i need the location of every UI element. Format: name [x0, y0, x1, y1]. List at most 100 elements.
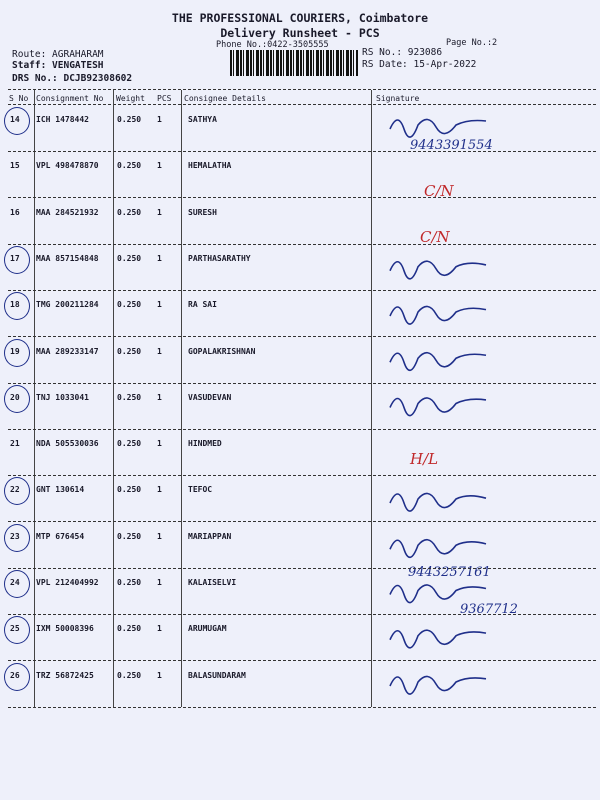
cell-pcs: 1: [157, 485, 162, 495]
cell-consignee: SATHYA: [188, 115, 217, 124]
signature-scribble: [389, 305, 487, 325]
cell-consignment: TRZ 56872425: [36, 670, 94, 680]
page-number: Page No.:2: [446, 38, 498, 48]
cell-weight: 0.250: [117, 161, 142, 171]
cell-consignee: GOPALAKRISHNAN: [188, 346, 256, 356]
cell-sno: 15: [10, 161, 20, 171]
cell-consignment: TMG 200211284: [36, 300, 99, 310]
circle-mark: [4, 107, 30, 135]
signature-scribble: [389, 396, 487, 417]
column-divider: [34, 90, 35, 707]
cell-consignment: IXM 50008396: [36, 624, 94, 634]
row-divider: [8, 660, 596, 662]
cell-pcs: 1: [157, 439, 162, 449]
cell-consignee: HINDMED: [188, 439, 222, 449]
handwritten-note: 9367712: [460, 602, 518, 617]
row-divider: [8, 428, 596, 430]
cell-sno: 21: [10, 439, 20, 449]
circle-mark: [4, 384, 30, 413]
cell-pcs: 1: [157, 624, 162, 634]
cell-pcs: 1: [157, 207, 162, 217]
row-divider: [8, 475, 596, 477]
column-header-signature: Signature: [376, 94, 420, 103]
handwritten-note: C/N: [424, 182, 454, 200]
circle-mark: [4, 477, 30, 506]
cell-consignee: PARTHASARATHY: [188, 253, 251, 263]
signature-scribble: [389, 675, 487, 695]
cell-weight: 0.250: [117, 439, 142, 449]
signature-scribble: [389, 118, 487, 138]
cell-weight: 0.250: [117, 624, 142, 634]
barcode: [230, 50, 358, 76]
column-header-consignment-no: Consignment No: [36, 94, 104, 103]
cell-weight: 0.250: [117, 531, 142, 541]
cell-consignment: ICH 1478442: [36, 115, 89, 124]
cell-weight: 0.250: [117, 578, 142, 587]
cell-sno: 16: [10, 207, 20, 217]
handwritten-note: H/L: [410, 450, 439, 468]
cell-weight: 0.250: [117, 485, 142, 495]
cell-weight: 0.250: [117, 300, 142, 310]
row-divider: [8, 289, 596, 291]
cell-pcs: 1: [157, 531, 162, 541]
row-divider: [8, 614, 596, 615]
row-divider: [8, 706, 596, 708]
cell-consignment: VPL 498478870: [36, 161, 99, 171]
cell-consignee: KALAISELVI: [188, 578, 237, 587]
column-header-consignee-details: Consignee Details: [184, 94, 266, 103]
divider: [8, 104, 596, 105]
cell-pcs: 1: [157, 253, 162, 263]
cell-consignee: SURESH: [188, 207, 217, 217]
column-header-sno: S No: [9, 94, 29, 103]
cell-weight: 0.250: [117, 392, 142, 402]
row-divider: [8, 567, 596, 569]
cell-weight: 0.250: [117, 115, 142, 124]
runsheet-title: Delivery Runsheet - PCS: [220, 26, 380, 40]
rs-number: RS No.: 923086: [362, 47, 443, 58]
cell-consignee: TEFOC: [188, 485, 213, 495]
cell-weight: 0.250: [117, 670, 142, 680]
cell-weight: 0.250: [117, 253, 142, 263]
circle-mark: [4, 662, 30, 691]
column-header-pcs: PCS: [157, 94, 172, 103]
cell-pcs: 1: [157, 392, 162, 402]
cell-pcs: 1: [157, 115, 162, 124]
cell-consignment: NDA 505530036: [36, 439, 99, 449]
row-divider: [8, 382, 596, 384]
circle-mark: [4, 245, 30, 274]
cell-pcs: 1: [157, 578, 162, 587]
drs-number: DRS No.: DCJB92308602: [12, 73, 133, 84]
divider: [8, 89, 596, 90]
circle-mark: [4, 338, 30, 367]
cell-consignment: VPL 212404992: [36, 578, 99, 587]
cell-consignee: RA SAI: [188, 300, 217, 310]
cell-pcs: 1: [157, 346, 162, 356]
company-name: THE PROFESSIONAL COURIERS, Coimbatore: [171, 11, 429, 25]
cell-pcs: 1: [157, 670, 162, 680]
rs-date: RS Date: 15-Apr-2022: [362, 59, 477, 70]
cell-pcs: 1: [157, 300, 162, 310]
column-header-weight: Weight: [116, 94, 145, 103]
row-divider: [8, 336, 596, 338]
circle-mark: [4, 570, 30, 598]
cell-consignment: MAA 857154848: [36, 253, 99, 263]
phone-number: Phone No.:0422-3505555: [216, 40, 329, 50]
row-divider: [8, 197, 596, 199]
staff: Staff: VENGATESH: [12, 60, 104, 71]
route: Route: AGRAHARAM: [12, 49, 104, 60]
cell-weight: 0.250: [117, 207, 142, 217]
cell-consignee: MARIAPPAN: [188, 531, 232, 541]
circle-mark: [4, 523, 30, 552]
cell-consignment: GNT 130614: [36, 485, 85, 495]
circle-mark: [4, 292, 30, 321]
cell-consignee: VASUDEVAN: [188, 392, 232, 402]
cell-consignee: BALASUNDARAM: [188, 670, 246, 680]
cell-weight: 0.250: [117, 346, 142, 356]
signature-scribble: [389, 493, 487, 513]
handwritten-note: 9443391554: [410, 138, 493, 153]
column-divider: [113, 90, 114, 707]
cell-consignee: HEMALATHA: [188, 161, 232, 171]
signature-scribble: [389, 260, 487, 280]
signature-scribble: [389, 538, 487, 558]
cell-consignment: MTP 676454: [36, 531, 85, 541]
